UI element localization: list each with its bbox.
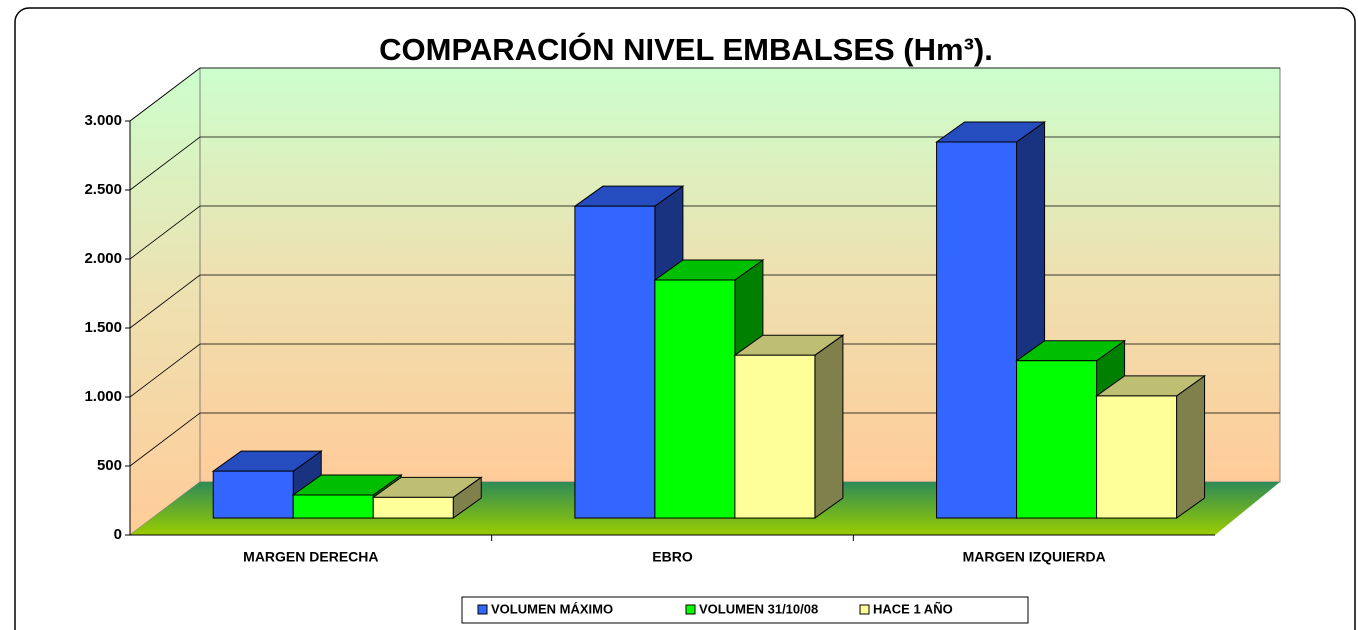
bar bbox=[292, 494, 374, 519]
y-tick-label: 3.000 bbox=[84, 112, 122, 129]
legend-swatch bbox=[477, 604, 488, 615]
y-tick-label: 500 bbox=[97, 457, 122, 474]
grid-line bbox=[129, 274, 1280, 329]
x-tick-label: EBRO bbox=[652, 549, 693, 565]
bar bbox=[372, 496, 454, 519]
bar-side bbox=[814, 334, 844, 520]
bar bbox=[654, 279, 736, 519]
y-tick-label: 2.500 bbox=[84, 181, 122, 198]
y-tick-label: 2.000 bbox=[84, 250, 122, 267]
grid-line bbox=[129, 343, 1280, 398]
legend-label: HACE 1 AÑO bbox=[873, 601, 953, 616]
x-tick-label: MARGEN DERECHA bbox=[243, 549, 378, 565]
legend-label: VOLUMEN MÁXIMO bbox=[491, 601, 613, 616]
grid-line bbox=[129, 412, 1280, 467]
y-tick-label: 1.500 bbox=[84, 319, 122, 336]
bar bbox=[574, 205, 656, 519]
chart-title: COMPARACIÓN NIVEL EMBALSES (Hm³). bbox=[379, 31, 993, 67]
bar bbox=[1016, 360, 1098, 519]
bar bbox=[212, 470, 294, 519]
grid-line bbox=[129, 136, 1280, 191]
bar bbox=[734, 354, 816, 519]
legend-label: VOLUMEN 31/10/08 bbox=[699, 601, 818, 616]
y-tick-label: 1.000 bbox=[84, 388, 122, 405]
legend-swatch bbox=[859, 604, 870, 615]
bar bbox=[936, 141, 1018, 519]
legend-swatch bbox=[685, 604, 696, 615]
y-tick-label: 0 bbox=[114, 526, 122, 543]
x-tick-label: MARGEN IZQUIERDA bbox=[963, 549, 1106, 565]
legend bbox=[461, 596, 1029, 624]
bar bbox=[1096, 395, 1178, 519]
bar-side bbox=[1176, 374, 1206, 520]
grid-line bbox=[129, 67, 1280, 122]
grid-line bbox=[129, 205, 1280, 260]
